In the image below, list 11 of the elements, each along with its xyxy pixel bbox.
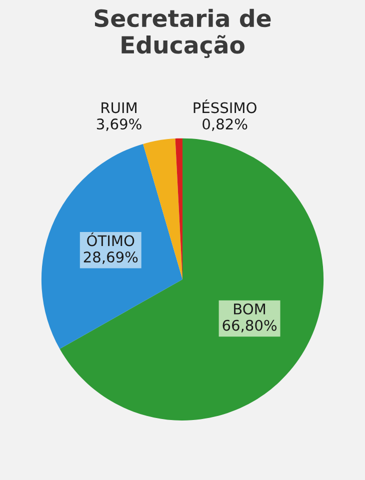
data-label: 66,80% [222, 320, 277, 332]
slice-label: BOM [234, 303, 266, 315]
data-label: 28,69% [84, 252, 138, 264]
slice-label: PÉSSIMO [194, 100, 256, 114]
slice-label: RUIM [102, 102, 136, 114]
data-label: 3,69% [96, 118, 142, 132]
data-label: 0,82% [202, 118, 248, 132]
chart-title: Secretaria de Educação [94, 8, 271, 58]
pie-slice [60, 138, 324, 420]
pie-slice [143, 138, 182, 280]
slice-label: ÓTIMO [87, 232, 134, 246]
